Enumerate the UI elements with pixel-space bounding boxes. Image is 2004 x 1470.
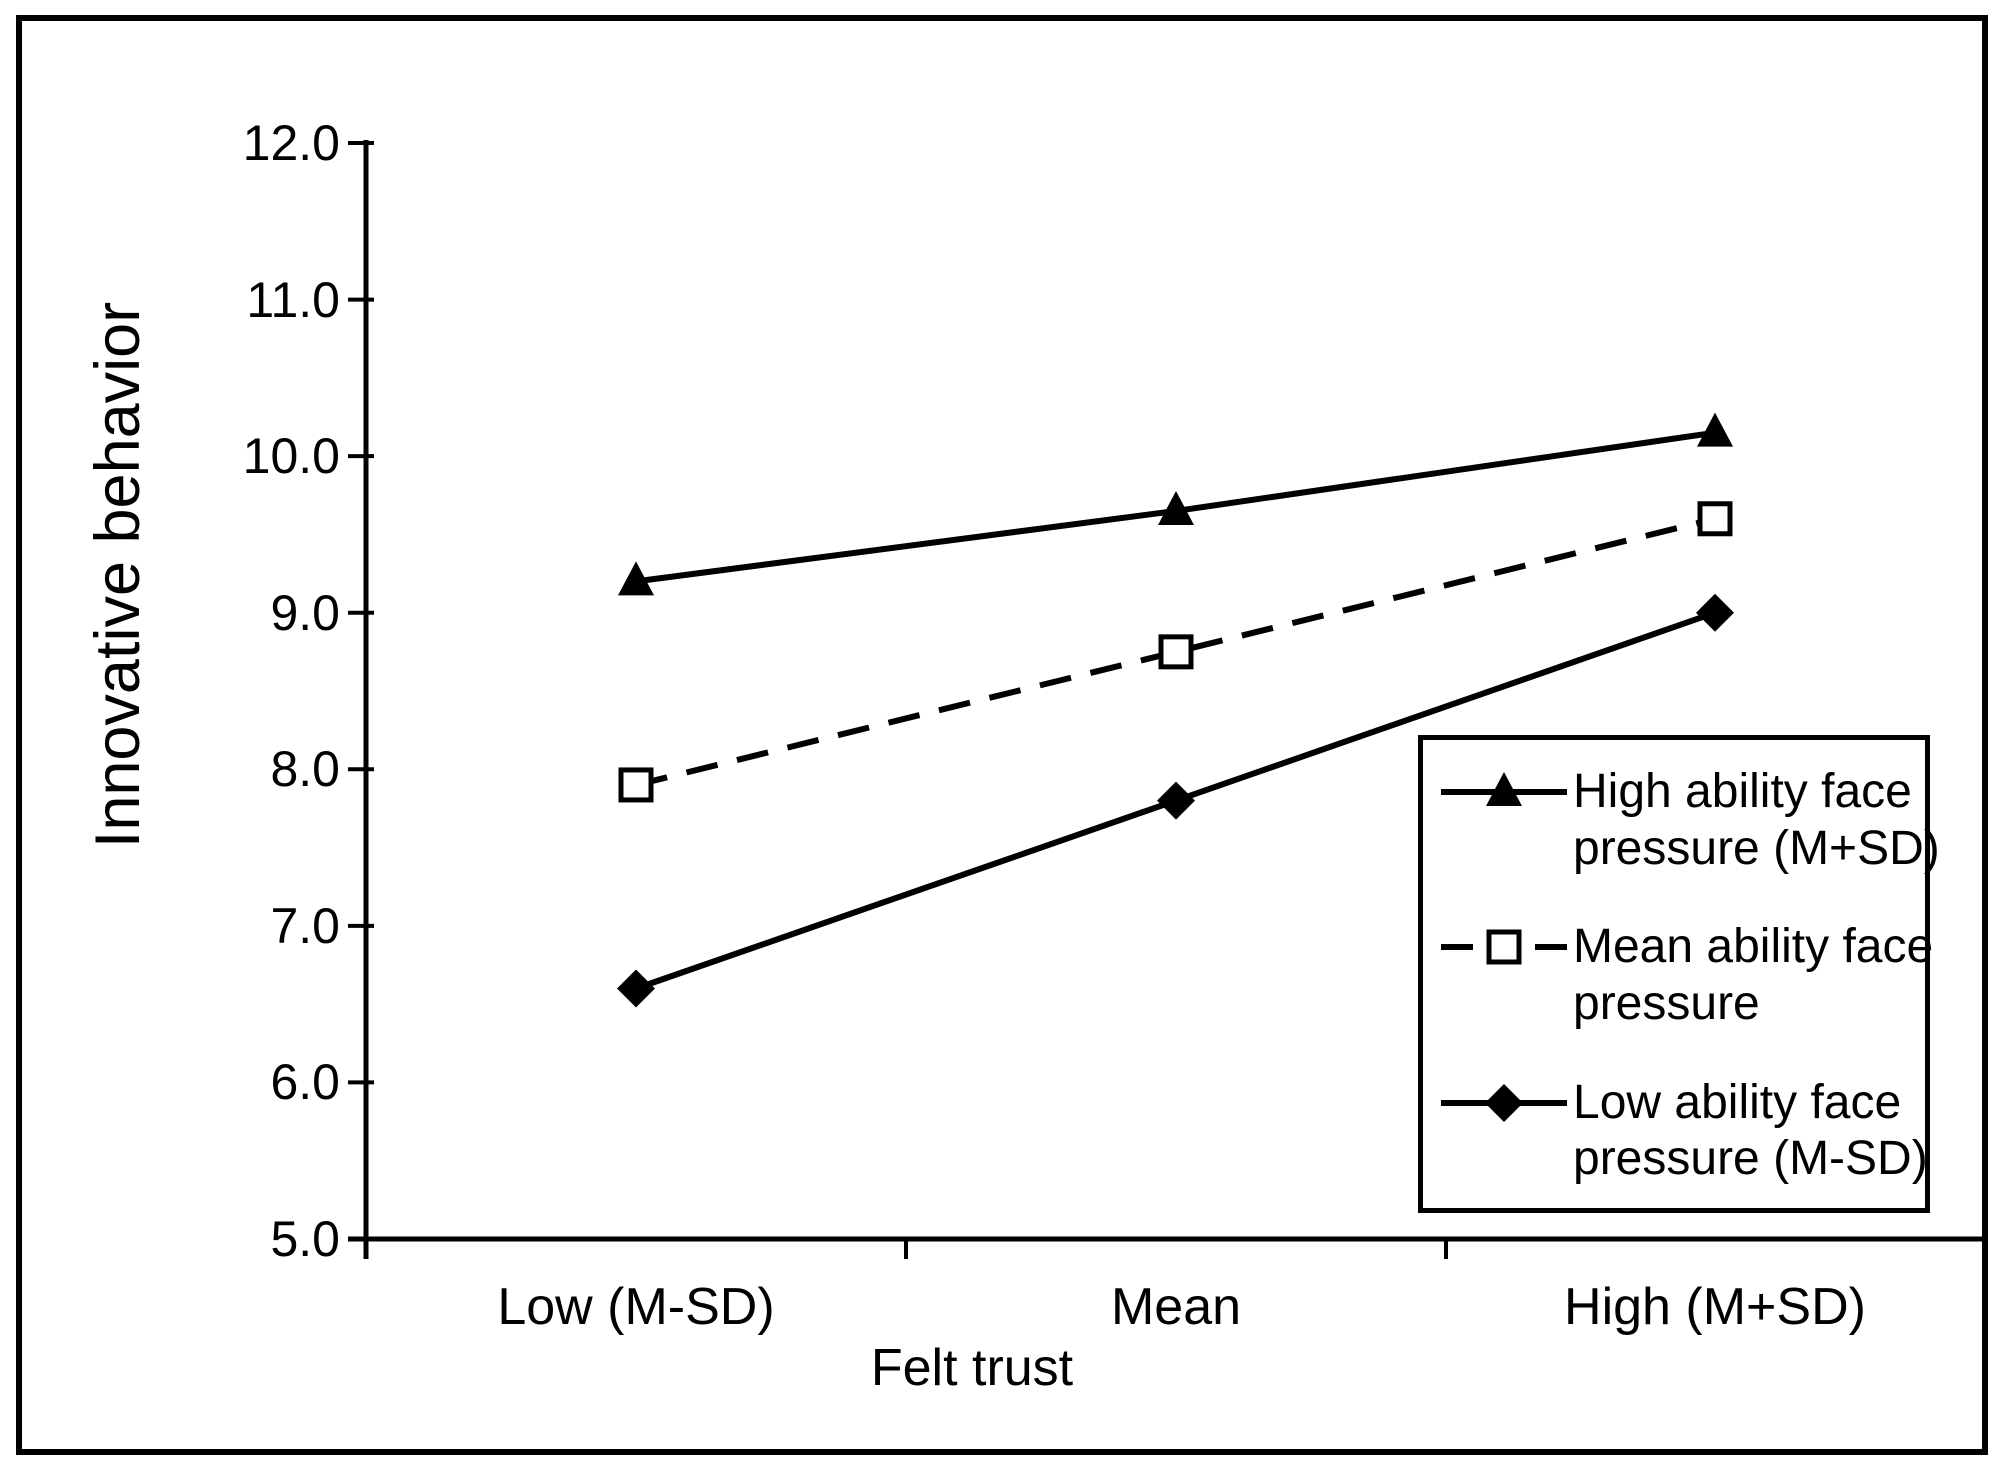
y-tick-label: 10.0 (242, 428, 340, 485)
legend: High ability face pressure (M+SD) Mean a… (1418, 735, 1940, 1213)
x-axis-title: Felt trust (870, 1339, 1074, 1397)
filled-triangle-solid-line-icon (1441, 772, 1567, 806)
filled-diamond-marker (1485, 1083, 1523, 1122)
y-tick-label: 9.0 (270, 584, 340, 641)
y-tick-label: 7.0 (270, 897, 340, 954)
filled-diamond-solid-line-icon (1441, 1083, 1567, 1122)
legend-item-high-ability: High ability face pressure (M+SD) (1439, 764, 1940, 877)
y-tick-label: 5.0 (270, 1211, 340, 1267)
legend-item-mean-ability: Mean ability face pressure (1439, 919, 1933, 1032)
x-category-label: Mean (1110, 1278, 1242, 1336)
filled-triangle-marker (1486, 772, 1522, 806)
filled-diamond-marker (617, 969, 655, 1008)
x-category-label: Low (M-SD) (497, 1278, 775, 1336)
open-square-marker (1158, 634, 1194, 670)
filled-triangle-marker (618, 561, 654, 596)
y-tick-label: 12.0 (242, 115, 340, 171)
y-tick-label: 8.0 (270, 741, 340, 798)
y-tick-label: 11.0 (246, 271, 340, 328)
y-tick-label: 6.0 (270, 1054, 340, 1111)
legend-label-mean-ability: Mean ability face pressure (1573, 920, 1934, 1030)
filled-diamond-marker (1696, 593, 1734, 632)
legend-label-low-ability: Low ability face pressure (M-SD) (1573, 1075, 1928, 1186)
series-line-1 (635, 515, 1716, 788)
x-category-label: High (M+SD) (1564, 1278, 1866, 1336)
open-square-dashed-line-icon (1441, 929, 1567, 965)
filled-diamond-marker (1157, 781, 1195, 820)
y-axis-title: Innovative behavior (83, 301, 153, 849)
figure-border (16, 15, 1988, 1455)
open-square-marker (1486, 929, 1522, 965)
open-square-marker (1697, 501, 1733, 537)
legend-item-low-ability: Low ability face pressure (M-SD) (1439, 1075, 1928, 1188)
filled-triangle-marker (1697, 412, 1733, 447)
open-square-marker (618, 767, 654, 803)
legend-label-high-ability: High ability face pressure (M+SD) (1573, 765, 1940, 875)
filled-triangle-marker (1158, 490, 1194, 525)
